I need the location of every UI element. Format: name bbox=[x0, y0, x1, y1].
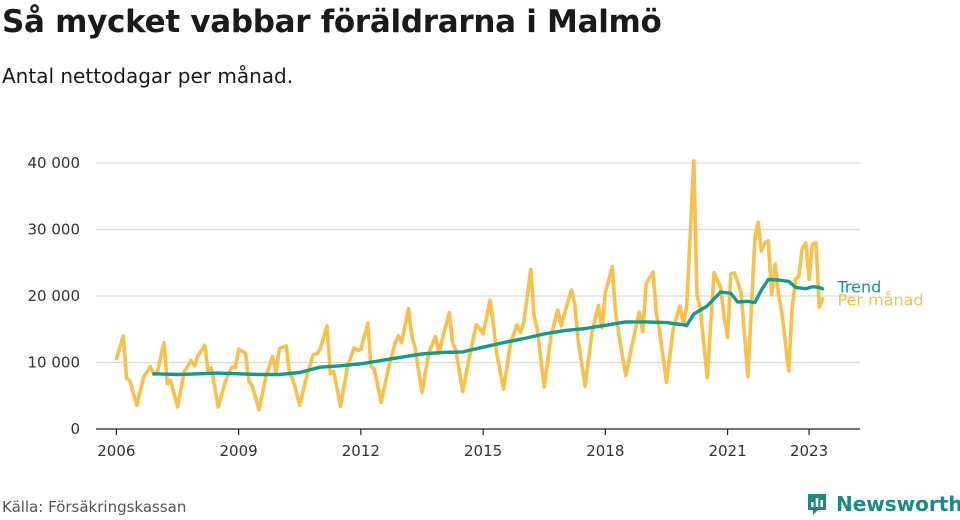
brand-logo[interactable]: Newsworthy bbox=[806, 490, 960, 518]
brand-name: Newsworthy bbox=[836, 492, 960, 516]
y-tick-label: 40 000 bbox=[28, 154, 81, 172]
y-tick-label: 10 000 bbox=[28, 354, 81, 372]
x-tick-label: 2023 bbox=[790, 442, 828, 460]
series-lines bbox=[114, 159, 825, 412]
series-label-trend: Trend bbox=[837, 278, 882, 297]
series-line-trend bbox=[152, 277, 825, 377]
axes: 0 10 000 20 000 30 000 40 000 2006 2009 2012 201… bbox=[28, 154, 860, 460]
x-tick-label: 2015 bbox=[464, 442, 502, 460]
newsworthy-logo-icon bbox=[808, 494, 826, 515]
page-title: Så mycket vabbar föräldrarna i Malmö bbox=[2, 4, 662, 40]
x-tick-label: 2009 bbox=[220, 442, 258, 460]
x-tick-label: 2012 bbox=[342, 442, 380, 460]
x-tick-label: 2018 bbox=[586, 442, 624, 460]
page-subtitle: Antal nettodagar per månad. bbox=[2, 64, 294, 88]
x-tick-label: 2021 bbox=[708, 442, 746, 460]
x-tick-label: 2006 bbox=[97, 442, 135, 460]
source-note: Källa: Försäkringskassan bbox=[2, 498, 187, 516]
series-label-per-manad: Per månad bbox=[838, 291, 924, 310]
y-tick-label: 30 000 bbox=[28, 221, 81, 239]
y-tick-label: 20 000 bbox=[28, 287, 81, 305]
y-tick-label: 0 bbox=[70, 420, 80, 438]
series-line-per-manad bbox=[114, 159, 825, 412]
